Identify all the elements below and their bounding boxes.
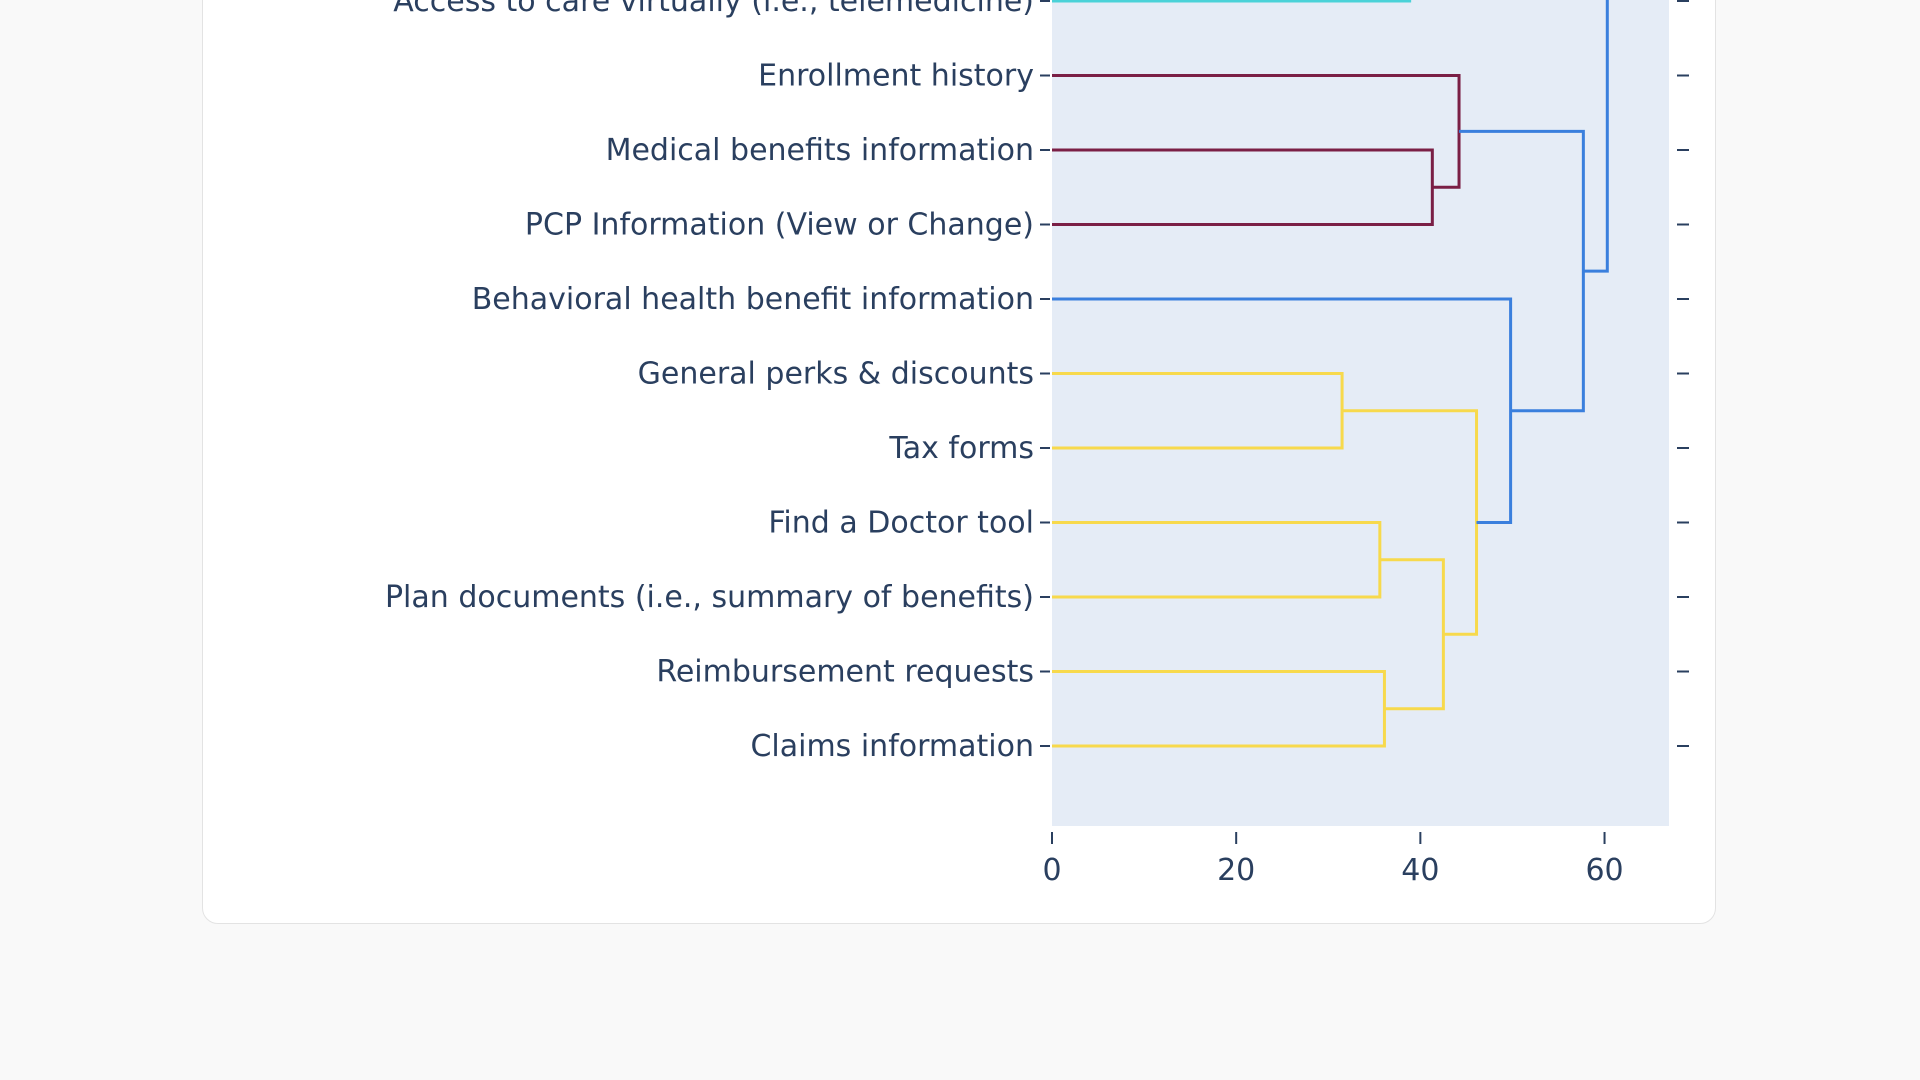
link-perks-tax <box>1052 372 1344 450</box>
link-reimb-claims <box>1052 670 1386 748</box>
plot-background <box>1052 0 1669 826</box>
x-tick-label: 40 <box>1401 853 1439 888</box>
y-tick-label: Medical benefits information <box>606 133 1034 168</box>
x-tick-label: 0 <box>1042 853 1061 888</box>
y-tick-label: Behavioral health benefit information <box>472 282 1034 317</box>
y-tick-label: Reimbursement requests <box>656 655 1034 690</box>
y-tick-label: Plan documents (i.e., summary of benefit… <box>385 580 1034 615</box>
x-tick-label: 20 <box>1217 853 1255 888</box>
y-tick-label: PCP Information (View or Change) <box>525 208 1034 243</box>
link-doctor-claims <box>1379 558 1445 711</box>
chart-card: Access to care virtually (i.e., telemedi… <box>202 0 1716 924</box>
y-tick-label: General perks & discounts <box>638 357 1034 392</box>
y-tick-label: Find a Doctor tool <box>768 506 1034 541</box>
right-axis-ticks <box>1677 0 1689 747</box>
dendrogram-links <box>1052 0 1609 748</box>
y-tick-label: Tax forms <box>888 431 1034 466</box>
x-axis: 0 20 40 60 <box>1042 832 1624 888</box>
y-tick-label: Claims information <box>750 729 1034 764</box>
link-yellow-root <box>1342 409 1479 636</box>
link-top-root <box>1583 0 1609 273</box>
dendrogram-chart: Access to care virtually (i.e., telemedi… <box>385 0 1689 888</box>
y-axis: Access to care virtually (i.e., telemedi… <box>385 0 1050 764</box>
x-tick-label: 60 <box>1585 853 1623 888</box>
y-tick-label: Enrollment history <box>758 59 1034 94</box>
y-tick-label: Access to care virtually (i.e., telemedi… <box>393 0 1034 19</box>
